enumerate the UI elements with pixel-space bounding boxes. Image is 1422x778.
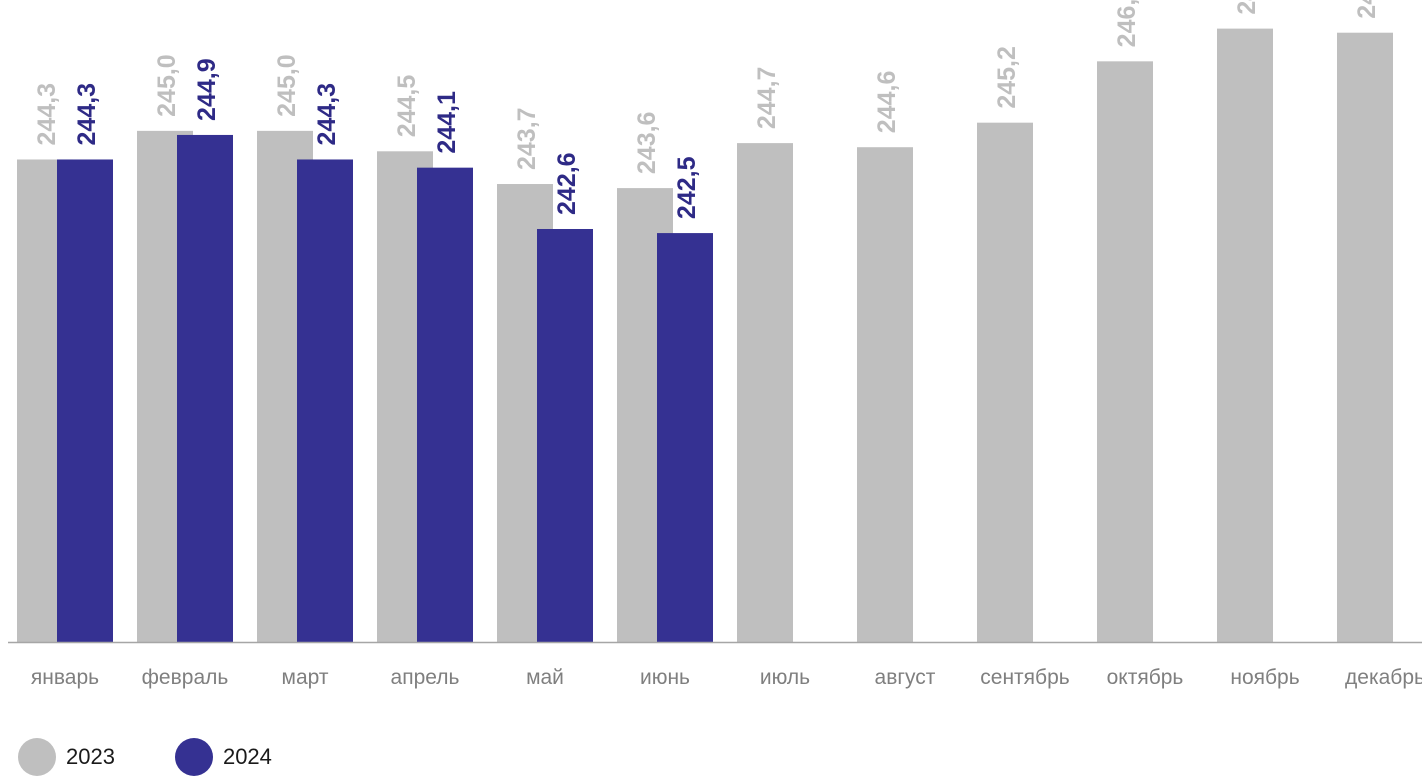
category-label-3: апрель [391, 666, 460, 689]
data-label-2023-1: 245,0 [153, 54, 181, 117]
category-label-8: сентябрь [980, 666, 1069, 689]
category-label-9: октябрь [1107, 666, 1184, 689]
legend-swatch-2023 [18, 738, 56, 776]
data-label-2023-9: 246,7 [1113, 0, 1141, 47]
data-label-2023-3: 244,5 [393, 75, 421, 138]
legend-label-2024: 2024 [222, 744, 272, 769]
bar-2024-0 [57, 159, 113, 642]
legend-label-2023: 2023 [66, 744, 115, 769]
data-label-2024-4: 242,6 [553, 152, 581, 215]
data-label-2023-7: 244,6 [873, 71, 901, 134]
data-label-2023-10: 247,5 [1233, 0, 1261, 15]
data-label-2023-8: 245,2 [993, 46, 1021, 109]
legend-swatch-2024 [174, 738, 213, 776]
category-label-2: март [282, 666, 329, 689]
legend-item-2023: 2023 [18, 738, 115, 776]
category-label-7: август [875, 666, 936, 689]
category-label-11: декабрь [1345, 666, 1422, 689]
data-label-2024-2: 244,3 [313, 83, 341, 146]
data-label-2023-5: 243,6 [633, 112, 661, 175]
category-label-0: январь [31, 666, 99, 689]
data-label-2023-6: 244,7 [753, 67, 781, 130]
category-label-5: июнь [640, 666, 690, 689]
data-label-2024-1: 244,9 [193, 58, 221, 121]
bar-2023-10 [1217, 28, 1273, 642]
data-label-2024-0: 244,3 [73, 83, 101, 146]
data-label-2023-2: 245,0 [273, 54, 301, 117]
data-label-2023-4: 243,7 [513, 107, 541, 170]
bar-2023-8 [977, 122, 1033, 642]
data-label-2024-3: 244,1 [433, 91, 461, 154]
data-label-2024-5: 242,5 [673, 156, 701, 219]
data-label-2023-11: 247,4 [1353, 0, 1381, 19]
bar-2024-4 [537, 228, 593, 642]
bar-2023-11 [1337, 32, 1393, 642]
bar-2024-3 [417, 167, 473, 642]
legend-item-2024: 2024 [174, 738, 272, 776]
bar-2024-1 [177, 134, 233, 642]
category-label-10: ноябрь [1230, 666, 1299, 689]
bar-2023-7 [857, 147, 913, 642]
bar-2024-2 [297, 159, 353, 642]
category-label-1: февраль [142, 666, 229, 689]
data-label-2023-0: 244,3 [33, 83, 61, 146]
category-label-4: май [526, 666, 564, 689]
category-label-6: июль [760, 666, 810, 689]
bar-2023-6 [737, 143, 793, 642]
legend: 2023 2024 [18, 738, 332, 776]
bar-2023-9 [1097, 61, 1153, 642]
bar-2024-5 [657, 233, 713, 642]
